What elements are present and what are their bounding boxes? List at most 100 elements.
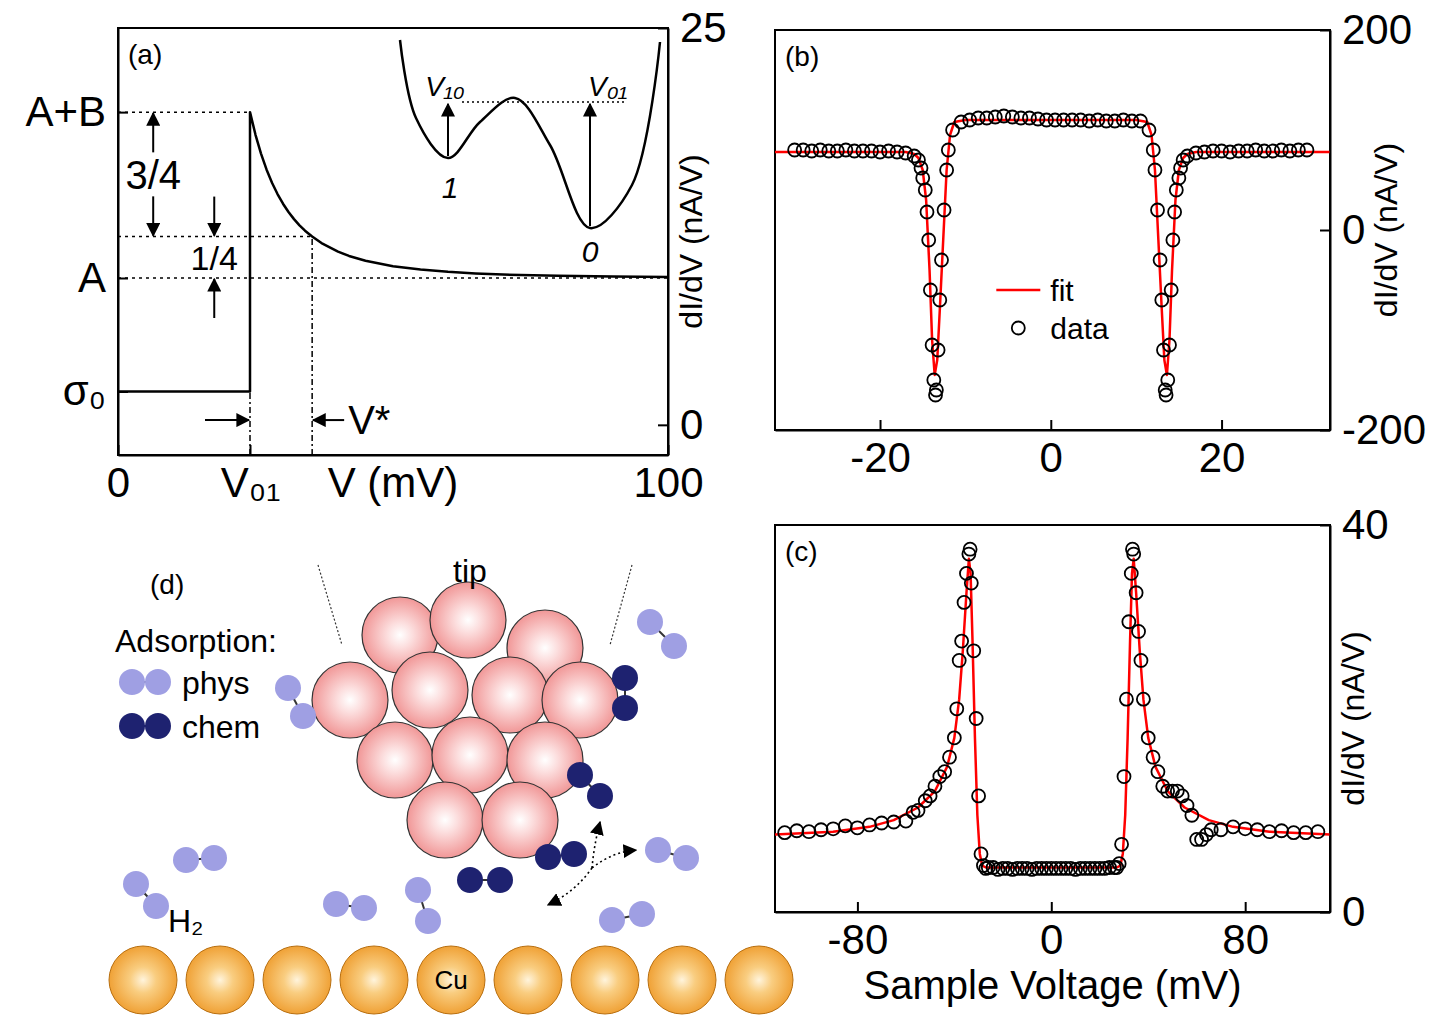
data-point bbox=[1214, 823, 1227, 836]
data-point bbox=[1181, 150, 1194, 163]
tick-mark bbox=[1320, 430, 1330, 432]
panel-label: (d) bbox=[150, 569, 184, 600]
phys-molecule bbox=[637, 609, 687, 659]
data-point bbox=[1163, 339, 1176, 352]
cu-atom bbox=[263, 946, 331, 1014]
panel: -80080040(c)dI/dV (nA/V)Sample Voltage (… bbox=[775, 501, 1389, 1007]
atom bbox=[567, 762, 593, 788]
y-axis-title: dI/dV (nA/V) bbox=[673, 154, 709, 328]
atom bbox=[173, 847, 199, 873]
data-point bbox=[930, 384, 943, 397]
chem-molecule bbox=[457, 867, 513, 893]
tick-mark bbox=[250, 445, 252, 455]
y-axis-tick: 0 bbox=[658, 401, 703, 448]
data-point bbox=[1185, 809, 1198, 822]
cu-atom bbox=[725, 946, 793, 1014]
y-axis-title: dI/dV (nA/V) bbox=[1368, 143, 1404, 317]
data-point bbox=[1113, 857, 1126, 870]
tick-label: 0 bbox=[1342, 206, 1365, 253]
tick-mark bbox=[658, 424, 668, 426]
inset-label: V₀₁ bbox=[588, 71, 627, 102]
cu-atom bbox=[494, 946, 562, 1014]
series-line bbox=[775, 559, 1330, 868]
tick-label: 0 bbox=[1040, 916, 1063, 963]
phys-molecule bbox=[123, 871, 169, 919]
atom bbox=[612, 695, 638, 721]
tick-label: -200 bbox=[1342, 406, 1426, 453]
cu-atom bbox=[648, 946, 716, 1014]
cu-atom bbox=[109, 946, 177, 1014]
data-point bbox=[1132, 625, 1145, 638]
tip-label: tip bbox=[453, 553, 487, 589]
legend: fitdata bbox=[996, 274, 1109, 345]
tick-mark bbox=[658, 28, 668, 30]
data-point bbox=[912, 154, 925, 167]
cu-atom bbox=[340, 946, 408, 1014]
tip-atom bbox=[430, 582, 506, 658]
data-point bbox=[1142, 731, 1155, 744]
y-axis-line bbox=[668, 29, 670, 456]
chem-molecule bbox=[535, 841, 587, 870]
annotation-arrow bbox=[589, 104, 591, 226]
tick-label: 20 bbox=[1199, 434, 1246, 481]
data-point bbox=[1120, 693, 1133, 706]
tick-mark bbox=[1320, 30, 1330, 32]
x-axis: -80 0 80 bbox=[776, 902, 1331, 963]
data-point bbox=[1166, 234, 1179, 247]
tick-label: 0 bbox=[680, 401, 703, 448]
annotation-arrow bbox=[152, 196, 154, 235]
atom bbox=[457, 867, 483, 893]
data-point bbox=[1165, 284, 1178, 297]
annotation-arrow bbox=[447, 104, 449, 156]
x-axis-tick: 20 bbox=[1199, 420, 1246, 481]
tick-mark bbox=[1320, 525, 1330, 527]
tick-label: 100 bbox=[633, 459, 703, 506]
x-axis: -20020 bbox=[776, 420, 1331, 481]
data-point bbox=[950, 702, 963, 715]
data-point bbox=[1154, 254, 1167, 267]
panel: 0V₀₁100025σ₀AA+B(a)dI/dV (nA/V)V (mV)3/4… bbox=[25, 4, 726, 506]
chem-molecule bbox=[612, 665, 638, 721]
x-axis-tick: 0 bbox=[1040, 420, 1063, 481]
tick-mark bbox=[1050, 420, 1052, 430]
legend-swatch bbox=[996, 289, 1040, 292]
tick-label: A bbox=[78, 254, 106, 301]
y-axis: 025 bbox=[658, 4, 727, 456]
annotation: V* bbox=[348, 398, 390, 442]
x-axis-tick: 80 bbox=[1222, 902, 1269, 963]
data-point bbox=[938, 765, 951, 778]
x-axis-tick: -80 bbox=[828, 902, 889, 963]
figure: 0V₀₁100025σ₀AA+B(a)dI/dV (nA/V)V (mV)3/4… bbox=[0, 0, 1450, 1022]
y-axis-tick: 40 bbox=[1320, 501, 1389, 548]
atom bbox=[612, 665, 638, 691]
tick-label: 40 bbox=[1342, 501, 1389, 548]
y2-axis-tick: A+B bbox=[25, 88, 128, 135]
tick-mark bbox=[1245, 902, 1247, 912]
tick-mark bbox=[118, 391, 128, 393]
annotation-arrow bbox=[313, 419, 344, 421]
legend-swatch bbox=[1012, 322, 1025, 335]
data-point bbox=[963, 114, 976, 127]
data-point bbox=[1147, 144, 1160, 157]
atom bbox=[487, 867, 513, 893]
data-point bbox=[942, 144, 955, 157]
data-point bbox=[1117, 770, 1130, 783]
data-point bbox=[827, 822, 840, 835]
guide-line bbox=[118, 111, 250, 113]
exchange-arrow bbox=[592, 822, 600, 868]
atom bbox=[405, 877, 431, 903]
diagram: (d)tipCuAdsorption:physchemH₂ bbox=[109, 553, 793, 1014]
data-point bbox=[935, 254, 948, 267]
panel-label: (a) bbox=[128, 39, 162, 70]
data-point bbox=[922, 234, 935, 247]
series-line bbox=[775, 120, 1330, 375]
phys-molecule bbox=[323, 891, 377, 921]
data-point bbox=[955, 116, 968, 129]
data-point bbox=[953, 654, 966, 667]
atom bbox=[275, 675, 301, 701]
data-point bbox=[1300, 144, 1313, 157]
atom bbox=[673, 845, 699, 871]
x-axis-line bbox=[776, 430, 1331, 432]
tick-label: V₀₁ bbox=[221, 459, 281, 506]
atom bbox=[323, 891, 349, 917]
